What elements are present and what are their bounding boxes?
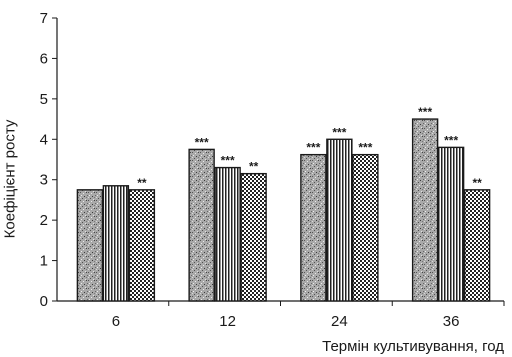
significance-label: ***: [358, 141, 372, 155]
bar-checkerboard-24: [352, 153, 379, 302]
bar-vertical-stripes-6: [102, 185, 130, 302]
bar-granite-24: [300, 153, 327, 302]
y-tick-label: 7: [40, 10, 48, 27]
significance-label: **: [472, 176, 482, 190]
x-tick-label: 24: [331, 313, 348, 330]
y-tick-label: 2: [40, 212, 48, 229]
bar-vertical-stripes-24: [326, 138, 353, 302]
y-tick-label: 3: [40, 172, 48, 189]
significance-label: ***: [332, 125, 346, 139]
y-tick-label: 1: [40, 253, 48, 270]
y-ticks: 0 1 2 3 4 5 6 7: [40, 10, 57, 310]
bar-checkerboard-12: [240, 172, 267, 302]
significance-labels: ******** *******************: [137, 105, 482, 190]
bar-granite-36: [411, 118, 439, 302]
bar-checkerboard-6: [128, 189, 156, 302]
significance-label: ***: [221, 154, 235, 168]
x-tick-label: 12: [219, 313, 236, 330]
bar-vertical-stripes-12: [214, 166, 241, 302]
significance-label: ***: [444, 133, 458, 147]
x-axis-title: Термін культивування, год: [322, 338, 504, 355]
significance-label: ***: [306, 141, 320, 155]
y-axis-title: Коефіцієнт росту: [1, 119, 19, 238]
bar-checkerboard-36: [463, 189, 491, 302]
y-tick-label: 0: [40, 293, 48, 310]
x-tick-label: 36: [443, 313, 460, 330]
y-tick-label: 5: [40, 91, 48, 108]
bar-granite-6: [76, 189, 104, 302]
significance-label: **: [249, 160, 259, 174]
bar-vertical-stripes-36: [437, 146, 465, 302]
x-tick-label: 6: [112, 313, 120, 330]
y-tick-label: 6: [40, 50, 48, 67]
bars: [76, 118, 491, 302]
x-ticks: 6 12 24 36: [112, 301, 505, 330]
y-axis-title-wrap: Коефіцієнт росту: [0, 0, 20, 357]
significance-label: **: [137, 176, 147, 190]
bar-granite-12: [188, 148, 215, 302]
significance-label: ***: [195, 135, 209, 149]
significance-label: ***: [418, 105, 432, 119]
y-tick-label: 4: [40, 131, 48, 148]
